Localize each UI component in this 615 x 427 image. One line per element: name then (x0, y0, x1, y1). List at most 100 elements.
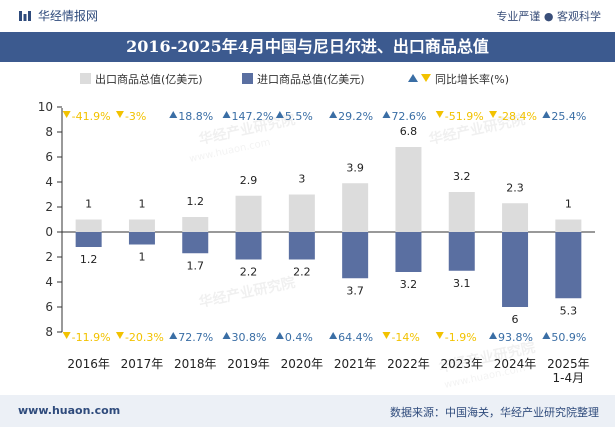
import-bar (75, 232, 102, 247)
export-growth-label: 5.5% (285, 110, 313, 123)
export-bar (342, 183, 369, 232)
down-arrow-icon (382, 332, 391, 339)
import-bar (448, 232, 475, 271)
tagline: 专业严谨 ● 客观科学 (496, 10, 601, 23)
y-tick-label: 4 (45, 275, 53, 289)
up-arrow-icon (329, 332, 338, 339)
import-growth-label: -1.9% (445, 331, 477, 344)
up-arrow-icon (222, 111, 231, 118)
down-arrow-icon (115, 111, 124, 118)
x-labels: 2016年 2017年 2018年 2019年 2020年 2021年 2022年 2023年… (67, 357, 589, 385)
y-tick-label: 2 (45, 250, 53, 264)
data-labels: 1 1 1.2 2.9 3 3.9 6.8 3.2 2.3 1 1.2 1 1.7 2.2 2.2 3.7 3.… (80, 125, 577, 326)
up-arrow-icon (169, 111, 178, 118)
footer-source: 数据来源：中国海关，华经产业研究院整理 (390, 406, 599, 419)
x-tick-label: 2025年 (547, 357, 590, 371)
import-growth-label: 0.4% (285, 331, 313, 344)
export-bar (502, 203, 529, 232)
import-value-label: 1.7 (187, 259, 205, 272)
export-growth-label: -51.9% (445, 110, 484, 123)
y-tick-label: 4 (45, 175, 53, 189)
footer-site: www.huaon.com (18, 404, 121, 417)
up-arrow-icon (542, 332, 551, 339)
import-bar (395, 232, 422, 272)
x-tick-label: 2024年 (494, 357, 537, 371)
x-tick-label: 2021年 (334, 357, 377, 371)
up-arrow-icon (329, 111, 338, 118)
top-bar: 华经情报网 专业严谨 ● 客观科学 (0, 0, 615, 30)
legend-growth-label: 同比增长率(%) (435, 72, 509, 86)
down-arrow-icon (435, 332, 444, 339)
export-value-label: 1 (565, 198, 572, 211)
export-value-label: 2.9 (240, 174, 258, 187)
export-growth-label: 72.6% (391, 110, 426, 123)
down-arrow-icon (115, 332, 124, 339)
y-tick-label: 2 (45, 200, 53, 214)
import-growth-label: 72.7% (178, 331, 213, 344)
x-tick-label: 2020年 (281, 357, 324, 371)
import-value-label: 3.1 (453, 277, 471, 290)
export-growth-label: 25.4% (551, 110, 586, 123)
import-bar (288, 232, 315, 260)
brand-name: 华经情报网 (38, 9, 99, 23)
down-arrow-icon (435, 111, 444, 118)
export-growth-label: -28.4% (498, 110, 537, 123)
export-bar (182, 217, 209, 232)
up-arrow-icon (275, 111, 284, 118)
export-bar (288, 194, 315, 232)
up-arrow-icon (542, 111, 551, 118)
import-growth-label: 64.4% (338, 331, 373, 344)
import-bar (128, 232, 155, 245)
y-tick-label: 8 (45, 325, 53, 339)
y-ticks: 10 8 6 4 2 0 2 4 6 8 (38, 100, 62, 339)
growth-labels: -41.9% -3% 18.8% 147.2% 5.5% 29.2% 72.6% -51.9%… (62, 110, 586, 344)
export-value-label: 2.3 (506, 181, 524, 194)
import-growth-label: -20.3% (125, 331, 164, 344)
import-value-label: 3.7 (346, 284, 364, 297)
import-value-label: 2.2 (293, 266, 311, 279)
export-value-label: 6.8 (400, 125, 418, 138)
y-tick-label: 6 (45, 300, 53, 314)
y-tick-label: 8 (45, 125, 53, 139)
import-growth-label: -14% (391, 331, 419, 344)
export-growth-label: -3% (125, 110, 146, 123)
x-tick-label: 2023年 (440, 357, 483, 371)
up-arrow-icon (275, 332, 284, 339)
import-value-label: 3.2 (400, 278, 418, 291)
legend-import-swatch (242, 73, 253, 84)
import-bar (182, 232, 209, 254)
export-value-label: 1 (85, 198, 92, 211)
export-growth-label: -41.9% (72, 110, 111, 123)
x-tick-label: 2016年 (67, 357, 110, 371)
chart-title: 2016-2025年4月中国与尼日尔进、出口商品总值 (0, 32, 615, 62)
legend-export-label: 出口商品总值(亿美元) (95, 72, 203, 86)
import-growth-label: -11.9% (72, 331, 111, 344)
export-bar (555, 219, 582, 232)
bars (75, 147, 582, 307)
export-bar (75, 219, 102, 232)
import-value-label: 1 (138, 251, 145, 264)
down-arrow-icon (62, 111, 71, 118)
footer: www.huaon.com 数据来源：中国海关，华经产业研究院整理 (0, 395, 615, 427)
up-arrow-icon (169, 332, 178, 339)
brand: 华经情报网 (18, 7, 98, 24)
export-bar (128, 219, 155, 232)
export-value-label: 3.9 (346, 161, 364, 174)
x-tick-label: 2019年 (227, 357, 270, 371)
import-value-label: 1.2 (80, 253, 98, 266)
import-bar (235, 232, 262, 260)
export-value-label: 3 (298, 173, 305, 186)
import-growth-label: 50.9% (551, 331, 586, 344)
up-arrow-icon (489, 332, 498, 339)
export-growth-label: 147.2% (232, 110, 274, 123)
down-arrow-icon (489, 111, 498, 118)
up-arrow-icon (222, 332, 231, 339)
export-bar (448, 192, 475, 232)
x-tick-label: 2022年 (387, 357, 430, 371)
import-value-label: 6 (512, 313, 519, 326)
watermark-3: 华经产业研究院 (197, 274, 296, 311)
import-growth-label: 93.8% (498, 331, 533, 344)
legend-down-arrow-icon (421, 74, 431, 82)
y-tick-label: 6 (45, 150, 53, 164)
export-growth-label: 18.8% (178, 110, 213, 123)
